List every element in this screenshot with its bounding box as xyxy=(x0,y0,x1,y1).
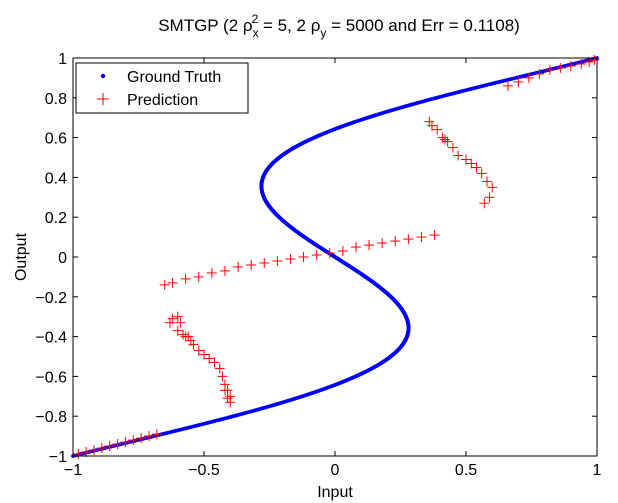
y-tick-label: 0.4 xyxy=(45,170,67,187)
x-tick-label: 0.5 xyxy=(455,462,477,479)
y-tick-label: 1 xyxy=(58,51,67,68)
y-tick-label: −0.4 xyxy=(35,330,67,347)
y-tick-label: 0.8 xyxy=(45,91,67,108)
y-tick-label: −0.6 xyxy=(35,369,67,386)
title-prefix: SMTGP (2 ρ xyxy=(158,16,252,35)
y-tick-label: 0.2 xyxy=(45,210,67,227)
x-tick-label: 0 xyxy=(331,462,340,479)
legend: Ground Truth Prediction xyxy=(76,63,248,113)
y-axis-label: Output xyxy=(13,232,30,281)
y-tick-label: 0 xyxy=(58,250,67,267)
y-tick-label: −1 xyxy=(49,449,67,466)
y-tick-label: 0.6 xyxy=(45,131,67,148)
title-middle: = 5, 2 ρ xyxy=(258,16,320,35)
x-axis-label: Input xyxy=(317,484,353,501)
y-tick-label: −0.8 xyxy=(35,409,67,426)
legend-ground-truth-label: Ground Truth xyxy=(127,69,221,86)
title-suffix: = 5000 and Err = 0.1108) xyxy=(326,16,519,35)
x-tick-label: −0.5 xyxy=(188,462,220,479)
legend-prediction-label: Prediction xyxy=(127,92,198,109)
y-tick-label: −0.2 xyxy=(35,290,67,307)
x-tick-label: 1 xyxy=(593,462,602,479)
legend-ground-truth-marker xyxy=(101,74,105,78)
